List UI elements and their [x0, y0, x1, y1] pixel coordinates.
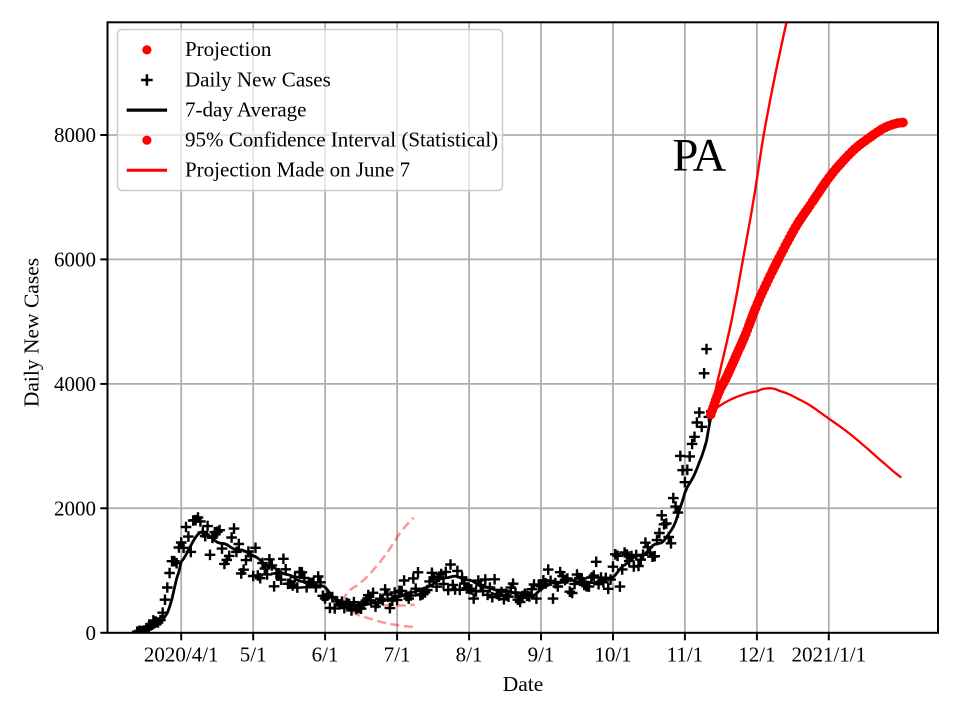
svg-text:10/1: 10/1	[594, 643, 631, 667]
svg-text:Daily New Cases: Daily New Cases	[20, 258, 44, 407]
svg-text:PA: PA	[673, 131, 727, 182]
svg-text:2000: 2000	[54, 496, 96, 520]
svg-text:4000: 4000	[54, 372, 96, 396]
svg-text:6/1: 6/1	[312, 643, 339, 667]
svg-text:11/1: 11/1	[667, 643, 704, 667]
svg-text:5/1: 5/1	[240, 643, 267, 667]
svg-text:2021/1/1: 2021/1/1	[791, 643, 866, 667]
svg-text:Projection: Projection	[185, 37, 272, 61]
svg-text:0: 0	[86, 621, 97, 645]
svg-text:8/1: 8/1	[456, 643, 483, 667]
svg-text:Daily New Cases: Daily New Cases	[185, 67, 331, 91]
svg-text:9/1: 9/1	[528, 643, 555, 667]
svg-text:2020/4/1: 2020/4/1	[144, 643, 219, 667]
svg-text:7/1: 7/1	[384, 643, 411, 667]
svg-text:7-day Average: 7-day Average	[185, 97, 306, 121]
svg-text:Projection Made on June 7: Projection Made on June 7	[185, 158, 410, 182]
svg-text:12/1: 12/1	[738, 643, 775, 667]
svg-text:Date: Date	[503, 672, 544, 696]
svg-text:95% Confidence Interval (Stati: 95% Confidence Interval (Statistical)	[185, 128, 498, 152]
svg-text:6000: 6000	[54, 247, 96, 271]
svg-text:8000: 8000	[54, 123, 96, 147]
